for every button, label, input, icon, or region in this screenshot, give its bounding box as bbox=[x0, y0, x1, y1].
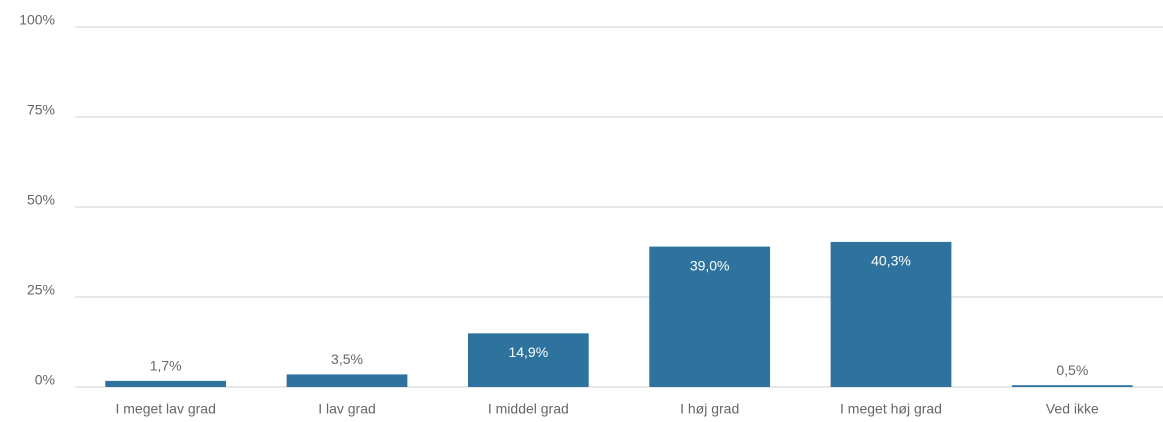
bar bbox=[830, 241, 952, 387]
value-label: 14,9% bbox=[508, 344, 548, 360]
x-tick-label: Ved ikke bbox=[1046, 401, 1099, 417]
x-tick-label: I middel grad bbox=[488, 401, 569, 417]
bar bbox=[1011, 385, 1133, 387]
y-tick-label: 75% bbox=[27, 102, 55, 118]
y-tick-label: 25% bbox=[27, 282, 55, 298]
x-tick-label: I meget høj grad bbox=[840, 401, 942, 417]
y-tick-label: 100% bbox=[19, 12, 55, 28]
value-label: 40,3% bbox=[871, 253, 911, 269]
y-tick-label: 0% bbox=[35, 372, 55, 388]
bar bbox=[286, 374, 408, 387]
y-tick-label: 50% bbox=[27, 192, 55, 208]
bar bbox=[105, 380, 227, 387]
value-label: 3,5% bbox=[331, 351, 363, 367]
value-label: 39,0% bbox=[690, 257, 730, 273]
x-tick-label: I lav grad bbox=[318, 401, 376, 417]
value-label: 0,5% bbox=[1056, 362, 1088, 378]
x-tick-label: I meget lav grad bbox=[115, 401, 215, 417]
value-label: 1,7% bbox=[150, 358, 182, 374]
x-tick-label: I høj grad bbox=[680, 401, 739, 417]
bar bbox=[467, 333, 589, 387]
bar bbox=[649, 246, 771, 387]
